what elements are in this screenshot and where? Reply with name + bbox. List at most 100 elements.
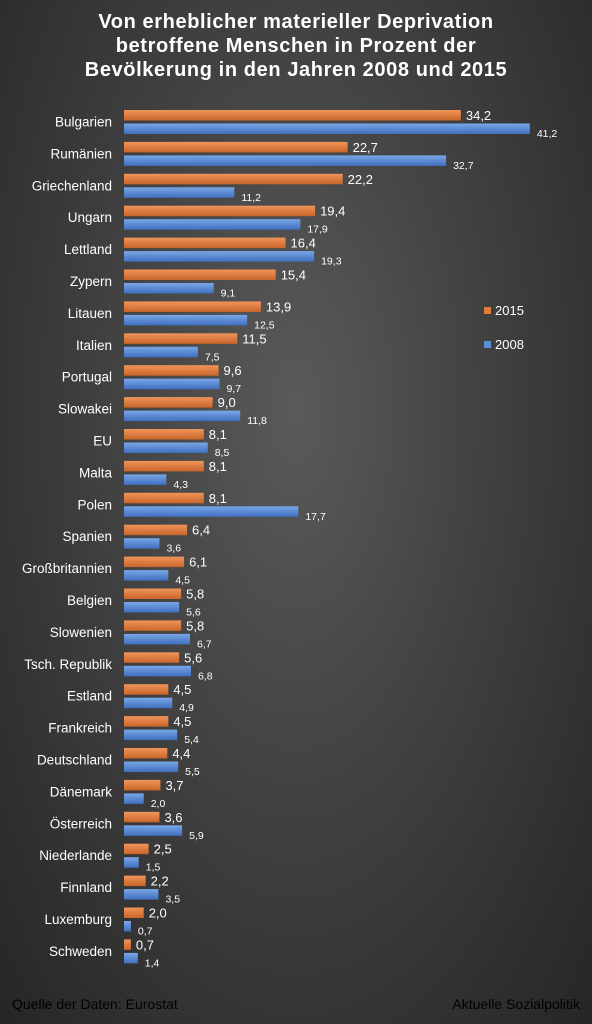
bar-2008 (124, 506, 299, 517)
data-label-2008: 9,1 (221, 288, 236, 300)
bar-2015 (124, 429, 204, 440)
bar-2008 (124, 410, 241, 422)
category-label: Spanien (62, 529, 112, 544)
category-label: Österreich (50, 816, 112, 831)
title-line-2: betroffene Menschen in Prozent der (115, 35, 477, 57)
category-label: Portugal (62, 370, 112, 385)
bar-2015 (124, 397, 213, 408)
legend-swatch-2008 (484, 341, 491, 348)
bar-2008 (124, 219, 301, 230)
title-line-3: Bevölkerung in den Jahren 2008 und 2015 (84, 59, 508, 81)
category-label: Niederlande (39, 848, 112, 863)
data-label-2008: 5,6 (186, 607, 201, 619)
data-label-2008: 32,7 (453, 160, 474, 172)
data-label-2008: 3,5 (165, 894, 180, 906)
data-label-2015: 2,0 (149, 906, 167, 921)
category-label: Slowakei (58, 402, 112, 417)
data-label-2008: 12,5 (254, 319, 275, 331)
data-label-2008: 6,8 (198, 670, 213, 682)
bar-2015 (124, 269, 276, 280)
category-label: Litauen (68, 306, 112, 321)
data-label-2015: 8,1 (209, 427, 227, 442)
category-label: Frankreich (48, 721, 112, 736)
category-label: Rumänien (50, 146, 112, 161)
bar-2015 (124, 939, 131, 950)
category-label: Griechenland (32, 178, 112, 193)
bar-2015 (124, 907, 144, 918)
data-label-2015: 0,7 (136, 937, 154, 952)
bar-2008 (124, 378, 220, 390)
data-label-2015: 4,5 (173, 714, 191, 729)
category-label: Luxemburg (44, 912, 112, 927)
category-label: Belgien (67, 593, 112, 608)
bar-2008 (124, 889, 159, 900)
data-label-2015: 8,1 (209, 459, 227, 474)
data-label-2015: 11,5 (242, 331, 266, 346)
bar-2015 (124, 652, 180, 663)
data-label-2008: 5,5 (185, 766, 200, 778)
publisher-credit: Aktuelle Sozialpolitik (452, 996, 580, 1012)
data-label-2015: 3,7 (165, 778, 183, 793)
data-label-2015: 34,2 (466, 108, 491, 123)
bar-2015 (124, 365, 219, 376)
category-label: Schweden (49, 944, 112, 959)
bar-2008 (124, 857, 139, 868)
bar-2008 (124, 665, 191, 677)
category-label: Estland (67, 689, 112, 704)
bar-2015 (124, 684, 169, 695)
data-label-2015: 19,4 (320, 204, 345, 219)
bar-2008 (124, 570, 169, 581)
data-label-2008: 3,6 (166, 543, 181, 555)
bar-2015 (124, 460, 204, 472)
bar-2015 (124, 811, 160, 823)
bar-2015 (124, 173, 343, 185)
bar-2008 (124, 187, 235, 198)
bar-2015 (124, 620, 182, 631)
data-label-2008: 4,5 (175, 575, 190, 587)
data-label-2015: 16,4 (291, 236, 316, 251)
data-label-2008: 11,8 (247, 415, 267, 427)
category-label: Lettland (64, 242, 112, 257)
category-label: Ungarn (68, 210, 112, 225)
data-label-2015: 4,4 (172, 746, 190, 761)
data-label-2015: 4,5 (173, 682, 191, 697)
bar-2008 (124, 251, 315, 262)
bar-2015 (124, 524, 188, 536)
bar-2008 (124, 697, 173, 709)
legend-swatch-2015 (484, 307, 491, 314)
bar-2015 (124, 588, 182, 599)
bar-2015 (124, 779, 161, 791)
bar-2015 (124, 748, 168, 759)
bar-2015 (124, 110, 461, 121)
data-label-2015: 2,5 (154, 842, 172, 857)
legend-label-2008: 2008 (495, 337, 524, 352)
category-label: Italien (76, 338, 112, 353)
category-label: Dänemark (50, 784, 113, 799)
bar-2008 (124, 761, 179, 772)
category-label: Zypern (70, 274, 112, 289)
data-label-2008: 5,9 (189, 830, 204, 842)
category-label: Großbritannien (22, 561, 112, 576)
category-label: Malta (79, 465, 113, 480)
data-label-2008: 0,7 (138, 926, 153, 938)
data-label-2008: 2,0 (151, 798, 166, 810)
data-label-2008: 7,5 (205, 351, 220, 363)
bar-2008 (124, 538, 160, 549)
bar-2015 (124, 237, 286, 249)
data-label-2008: 9,7 (227, 383, 242, 395)
bar-2008 (124, 442, 208, 453)
data-label-2015: 13,9 (266, 299, 291, 314)
data-label-2015: 9,0 (218, 395, 236, 410)
data-label-2008: 4,9 (179, 702, 194, 714)
data-label-2015: 8,1 (209, 491, 227, 506)
category-label: Slowenien (50, 625, 112, 640)
bar-2015 (124, 141, 348, 153)
bar-2015 (124, 301, 261, 312)
data-label-2008: 17,7 (305, 511, 326, 523)
bar-2015 (124, 492, 204, 504)
category-label: Polen (77, 497, 112, 512)
data-label-2015: 5,6 (184, 650, 202, 665)
data-label-2008: 19,3 (321, 256, 342, 268)
bar-2015 (124, 843, 149, 855)
bar-2008 (124, 633, 190, 645)
